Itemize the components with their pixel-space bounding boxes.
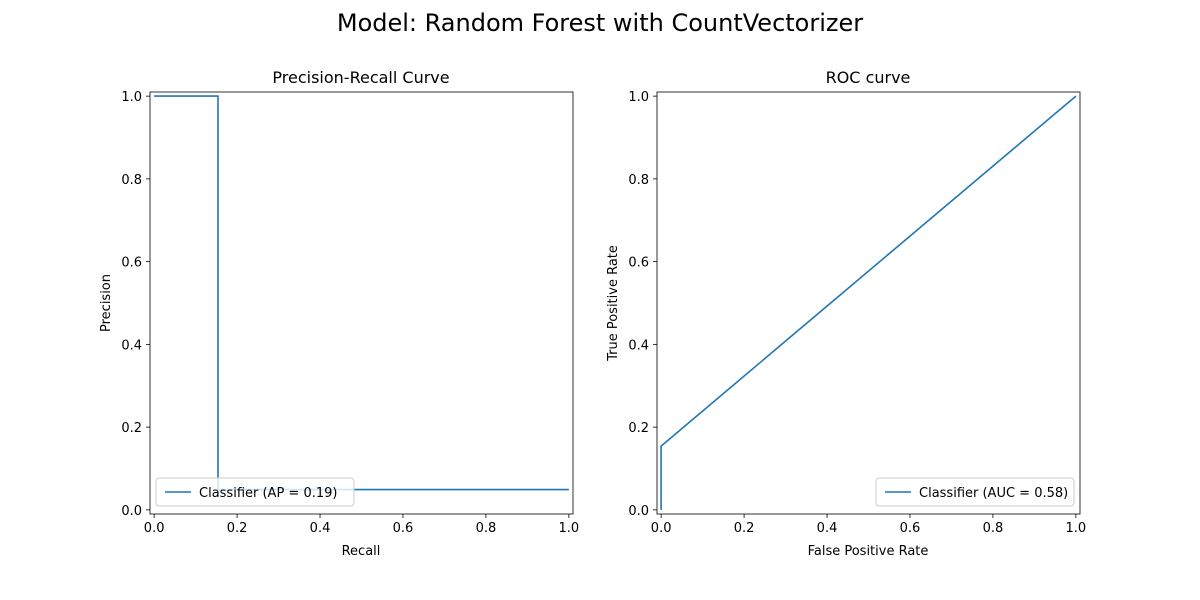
precision-recall-panel: Precision-Recall Curve Recall Precision … [99,68,579,559]
roc-xtick-label: 1.0 [1066,521,1087,536]
roc-legend: Classifier (AUC = 0.58) [875,477,1075,507]
roc-title: ROC curve [826,68,911,87]
figure-title: Model: Random Forest with CountVectorize… [337,9,863,37]
roc-legend-box [875,477,1075,507]
roc-xtick-label: 0.4 [817,521,838,536]
roc-xtick-label: 0.8 [983,521,1004,536]
precision-recall-ytick-label: 1.0 [121,90,142,105]
precision-recall-ylabel: Precision [99,274,114,332]
precision-recall-legend-box [155,477,355,507]
precision-recall-ytick-label: 0.4 [121,338,142,353]
precision-recall-plot-area: 0.0 0.2 0.4 0.6 0.8 1.0 0.0 0.2 0.4 0.6 0.8 1.0 Clas… [121,90,579,536]
precision-recall-xtick-label: 0.2 [227,521,248,536]
roc-ytick-label: 0.4 [628,338,649,353]
roc-plot-area: 0.0 0.2 0.4 0.6 0.8 1.0 0.0 0.2 0.4 0.6 0.8 1.0 Clas… [628,90,1086,536]
roc-xtick-label: 0.6 [900,521,921,536]
roc-ytick-label: 0.2 [628,421,649,436]
precision-recall-xlabel: Recall [342,544,381,559]
precision-recall-xtick-label: 0.8 [476,521,497,536]
precision-recall-ytick-label: 0.0 [121,504,142,519]
precision-recall-xtick-label: 0.4 [310,521,331,536]
precision-recall-title: Precision-Recall Curve [272,68,449,87]
roc-panel: ROC curve False Positive Rate True Posit… [606,68,1086,559]
precision-recall-axes-frame [149,91,574,515]
roc-ytick-label: 0.8 [628,173,649,188]
roc-ytick-label: 0.0 [628,504,649,519]
roc-ylabel: True Positive Rate [606,245,621,362]
precision-recall-ytick-label: 0.8 [121,173,142,188]
precision-recall-ytick-label: 0.2 [121,421,142,436]
roc-xtick-label: 0.0 [651,521,672,536]
precision-recall-legend: Classifier (AP = 0.19) [155,477,355,507]
precision-recall-xtick-label: 1.0 [559,521,580,536]
roc-legend-label: Classifier (AUC = 0.58) [919,486,1068,501]
precision-recall-series-line [154,95,569,491]
roc-ytick-label: 0.6 [628,256,649,271]
precision-recall-ytick-label: 0.6 [121,256,142,271]
roc-ytick-label: 1.0 [628,90,649,105]
roc-series-line [660,95,1077,510]
roc-xlabel: False Positive Rate [808,544,929,559]
roc-axes-frame [656,91,1081,515]
precision-recall-xtick-label: 0.6 [393,521,414,536]
roc-xtick-label: 0.2 [734,521,755,536]
precision-recall-legend-label: Classifier (AP = 0.19) [199,486,337,501]
precision-recall-xtick-label: 0.0 [144,521,165,536]
